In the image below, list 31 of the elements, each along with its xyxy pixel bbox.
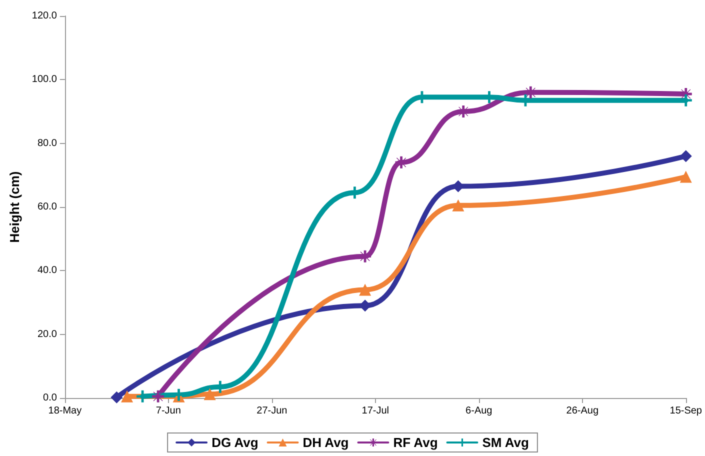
point (452, 199, 464, 212)
x-tick-label: 17-Jul (362, 406, 390, 416)
point (680, 150, 692, 162)
x-tick-label: 18-May (48, 406, 82, 416)
point (680, 170, 692, 183)
point (204, 388, 216, 400)
y-tick-label: 20.0 (37, 328, 58, 340)
legend-label: DG Avg (212, 435, 258, 450)
x-tick-label: 27-Jun (256, 406, 288, 416)
y-tick-label: 40.0 (37, 265, 58, 276)
x-tick-label: 7-Jun (156, 406, 181, 416)
legend-label: SM Avg (482, 435, 530, 450)
point (395, 156, 408, 168)
y-tick-label: 0.0 (43, 392, 58, 404)
x-tick-label: 6-Aug (466, 406, 492, 416)
point (457, 106, 470, 118)
point (152, 390, 164, 402)
y-tick-label: 100.0 (32, 74, 58, 86)
point (110, 391, 123, 404)
x-tick-label: 26-Aug (566, 406, 599, 416)
legend-label: DH Avg (302, 435, 349, 450)
x-tick-label: 15-Sep (670, 406, 702, 416)
point (359, 284, 372, 296)
point (121, 390, 134, 402)
legend-label: RF Avg (393, 435, 438, 450)
point (359, 250, 372, 262)
y-tick-label: 80.0 (37, 138, 58, 149)
y-axis-title: Height (cm) (7, 171, 22, 243)
point (524, 86, 537, 98)
y-tick-label: 120.0 (32, 10, 58, 22)
y-tick-label: 60.0 (37, 202, 58, 212)
